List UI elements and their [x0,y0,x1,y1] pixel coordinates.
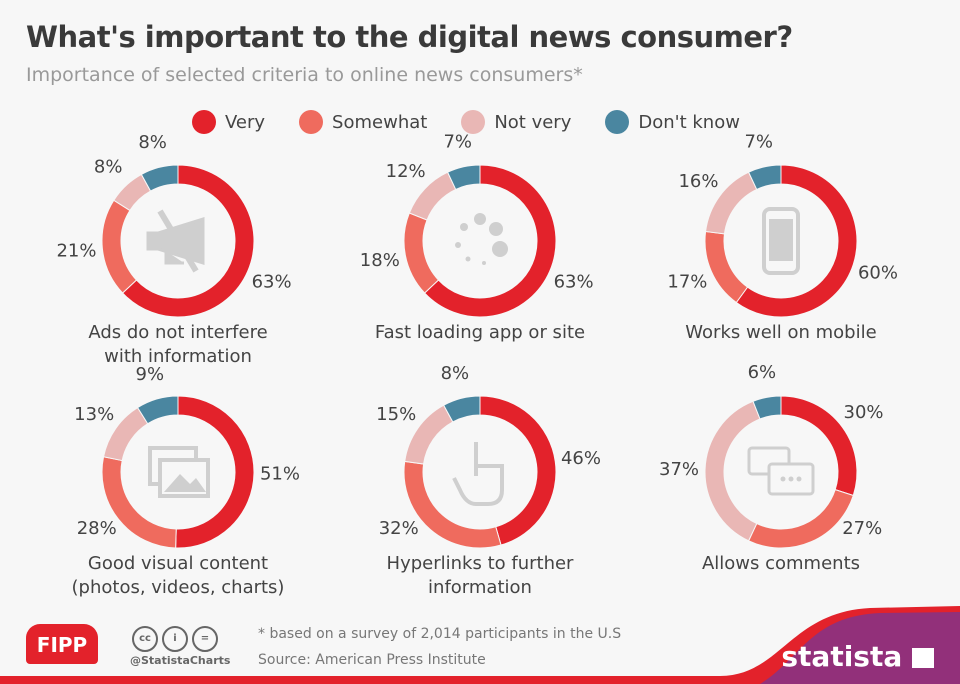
creative-commons-icons: cc i = [132,626,218,652]
slice-dont-know [140,164,179,192]
data-label-not-very: 15% [376,404,416,425]
slice-dont-know [443,395,481,423]
caption-line: information [428,577,532,598]
donut-chart: 51% 28% 13% 9% [74,364,300,549]
donut-chart: 63% 21% 8% 8% [56,132,292,318]
legend-swatch [192,110,216,134]
data-label-dont-know: 9% [136,364,165,385]
data-label-very: 63% [252,272,292,293]
legend-label: Not very [494,111,572,133]
chart-caption: Fast loading app or site [350,321,610,345]
fipp-logo: FIPP [26,624,98,664]
slice-somewhat [101,199,138,294]
donut-chart: 46% 32% 15% 8% [376,363,601,549]
data-label-dont-know: 8% [138,132,167,153]
chart-caption: Works well on mobile [651,321,911,345]
attribution-icon: i [162,626,188,652]
slice-somewhat [403,212,440,294]
data-label-somewhat: 27% [842,518,882,539]
legend-swatch [605,110,630,134]
slice-somewhat [747,488,854,549]
no-derivatives-icon: = [192,626,218,652]
caption-line: Works well on mobile [685,322,877,343]
data-label-somewhat: 21% [56,241,96,262]
slice-very [423,164,557,318]
slice-somewhat [704,230,749,304]
caption-line: Ads do not interfere [88,322,268,343]
muted-megaphone-icon [146,209,205,273]
twitter-handle: @StatistaCharts [130,654,231,667]
data-label-somewhat: 17% [667,272,707,293]
legend-item-dont-know: Don't know [605,110,740,134]
statista-mark-icon [912,648,934,668]
slice-not-very [704,400,761,542]
legend-swatch [461,110,486,134]
cc-icon: cc [132,626,158,652]
slice-dont-know [752,395,782,420]
data-label-not-very: 16% [678,171,718,192]
data-label-not-very: 8% [94,157,123,178]
data-label-very: 63% [554,272,594,293]
legend-label: Somewhat [332,111,428,133]
slice-very [121,164,255,318]
slice-dont-know [446,164,481,191]
data-label-not-very: 13% [74,404,114,425]
data-label-not-very: 12% [386,161,426,182]
images-icon [148,446,210,498]
speech-bubbles-icon [747,446,815,496]
donut-chart: 60% 17% 16% 7% [667,131,898,318]
statista-wordmark: statista [781,640,903,673]
caption-line: Allows comments [701,553,861,574]
chart-caption: Allows comments [651,552,911,576]
data-label-not-very: 37% [659,459,699,480]
data-label-somewhat: 28% [77,518,117,539]
chart-caption: Hyperlinks to further information [350,552,610,600]
slice-very [175,395,255,549]
data-label-dont-know: 7% [443,131,472,152]
chart-caption: Ads do not interfere with information [48,321,308,369]
slice-dont-know [747,164,782,191]
caption-line: with information [104,346,252,367]
data-label-dont-know: 8% [441,363,470,384]
chart-title: What's important to the digital news con… [26,20,793,54]
data-label-somewhat: 18% [360,250,400,271]
legend-label: Don't know [638,111,740,133]
slice-very [735,164,858,318]
chart-subtitle: Importance of selected criteria to onlin… [26,64,583,86]
legend-item-somewhat: Somewhat [299,110,427,134]
legend-label: Very [225,111,266,133]
legend: Very Somewhat Not very Don't know [192,110,740,134]
data-label-dont-know: 6% [748,362,777,383]
legend-item-not-very: Not very [461,110,571,134]
caption-line: Fast loading app or site [374,322,586,343]
donut-chart: 30% 27% 37% 6% [659,362,884,549]
footnote: * based on a survey of 2,014 participant… [258,626,622,642]
chart-caption: Good visual content (photos, videos, char… [48,552,308,600]
caption-line: (photos, videos, charts) [71,577,285,598]
data-label-very: 60% [858,263,898,284]
source: Source: American Press Institute [258,652,486,668]
smartphone-icon [762,207,800,275]
caption-line: Hyperlinks to further [386,553,574,574]
data-label-very: 30% [844,402,884,423]
footer-purple-wave [760,612,960,684]
data-label-very: 51% [260,464,300,485]
slice-very [479,395,557,546]
slice-dont-know [136,395,179,425]
donut-chart: 63% 18% 12% 7% [360,131,594,318]
data-label-very: 46% [561,448,601,469]
pointing-hand-icon [452,442,504,506]
caption-line: Good visual content [87,553,269,574]
statista-logo: statista [781,640,934,673]
data-label-somewhat: 32% [379,518,419,539]
legend-swatch [299,110,324,134]
legend-item-very: Very [192,110,265,134]
loading-spinner-icon [455,213,508,265]
data-label-dont-know: 7% [744,131,773,152]
